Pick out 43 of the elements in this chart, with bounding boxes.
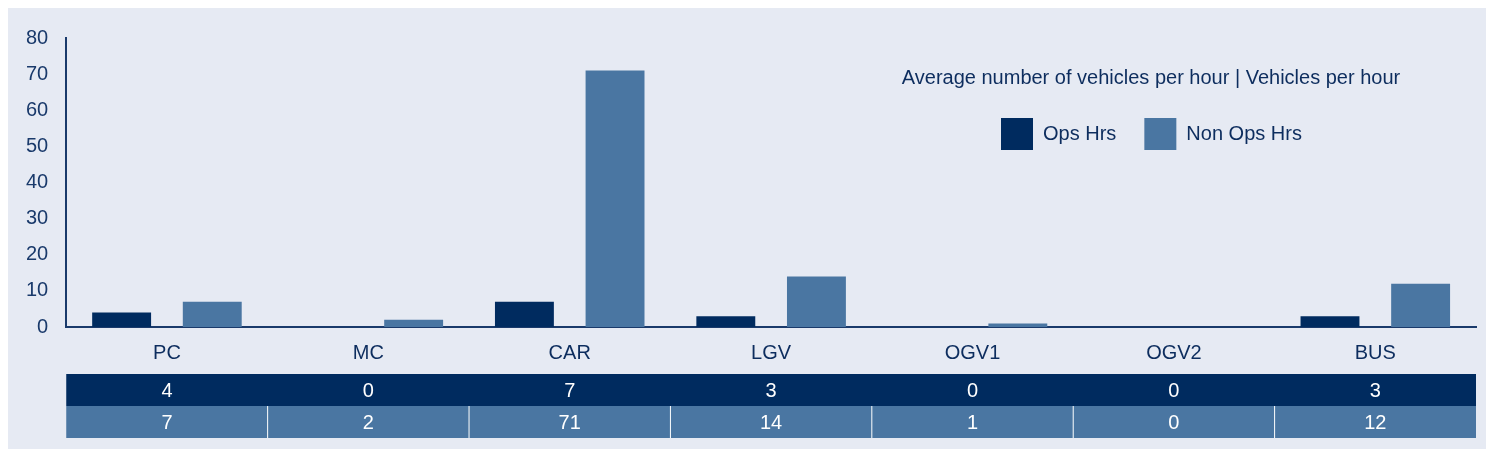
bar [92, 312, 152, 327]
legend-label: Ops Hrs [1043, 121, 1117, 144]
x-tick-label: CAR [548, 340, 591, 363]
text: Average number of vehicles per hour | Vehicles per hour [901, 65, 1401, 88]
data-label: 2 [362, 410, 374, 433]
y-tick-label: 50 [26, 133, 49, 156]
x-tick-label: OGV1 [944, 340, 1001, 363]
x-tick-label: MC [352, 340, 384, 363]
bar [384, 319, 444, 327]
data-label: 12 [1364, 410, 1387, 433]
data-label: 4 [161, 378, 173, 401]
data-label: 14 [760, 410, 783, 433]
data-label: 1 [966, 410, 979, 433]
bar [585, 70, 645, 327]
y-tick-label: 80 [26, 25, 49, 48]
data-label: 7 [161, 410, 173, 433]
bar [1300, 316, 1360, 327]
bar [696, 316, 756, 327]
data-label: 7 [564, 378, 576, 401]
bar [786, 276, 846, 327]
data-label: 3 [1369, 378, 1381, 401]
x-tick-label: LGV [751, 340, 792, 363]
y-tick-label: 70 [26, 61, 49, 84]
legend-label: Non Ops Hrs [1186, 121, 1302, 144]
data-label: 71 [558, 410, 581, 433]
y-tick-label: 20 [26, 242, 49, 265]
data-label: 0 [1168, 378, 1180, 401]
y-tick-label: 40 [26, 170, 49, 193]
bar [988, 323, 1048, 327]
data-label: 0 [966, 378, 979, 401]
data-label: 0 [1168, 410, 1180, 433]
y-tick-label: 10 [26, 278, 49, 301]
x-tick-label: BUS [1354, 340, 1396, 363]
y-tick-label: 30 [26, 206, 49, 229]
y-tick-label: 0 [37, 314, 49, 337]
bar [182, 301, 242, 327]
x-tick-label: OGV2 [1146, 340, 1202, 363]
bar [494, 301, 554, 327]
data-label: 3 [765, 378, 777, 401]
y-tick-label: 60 [26, 97, 49, 120]
data-label: 0 [362, 378, 374, 401]
bar [1391, 283, 1451, 327]
x-tick-label: PC [153, 340, 181, 363]
